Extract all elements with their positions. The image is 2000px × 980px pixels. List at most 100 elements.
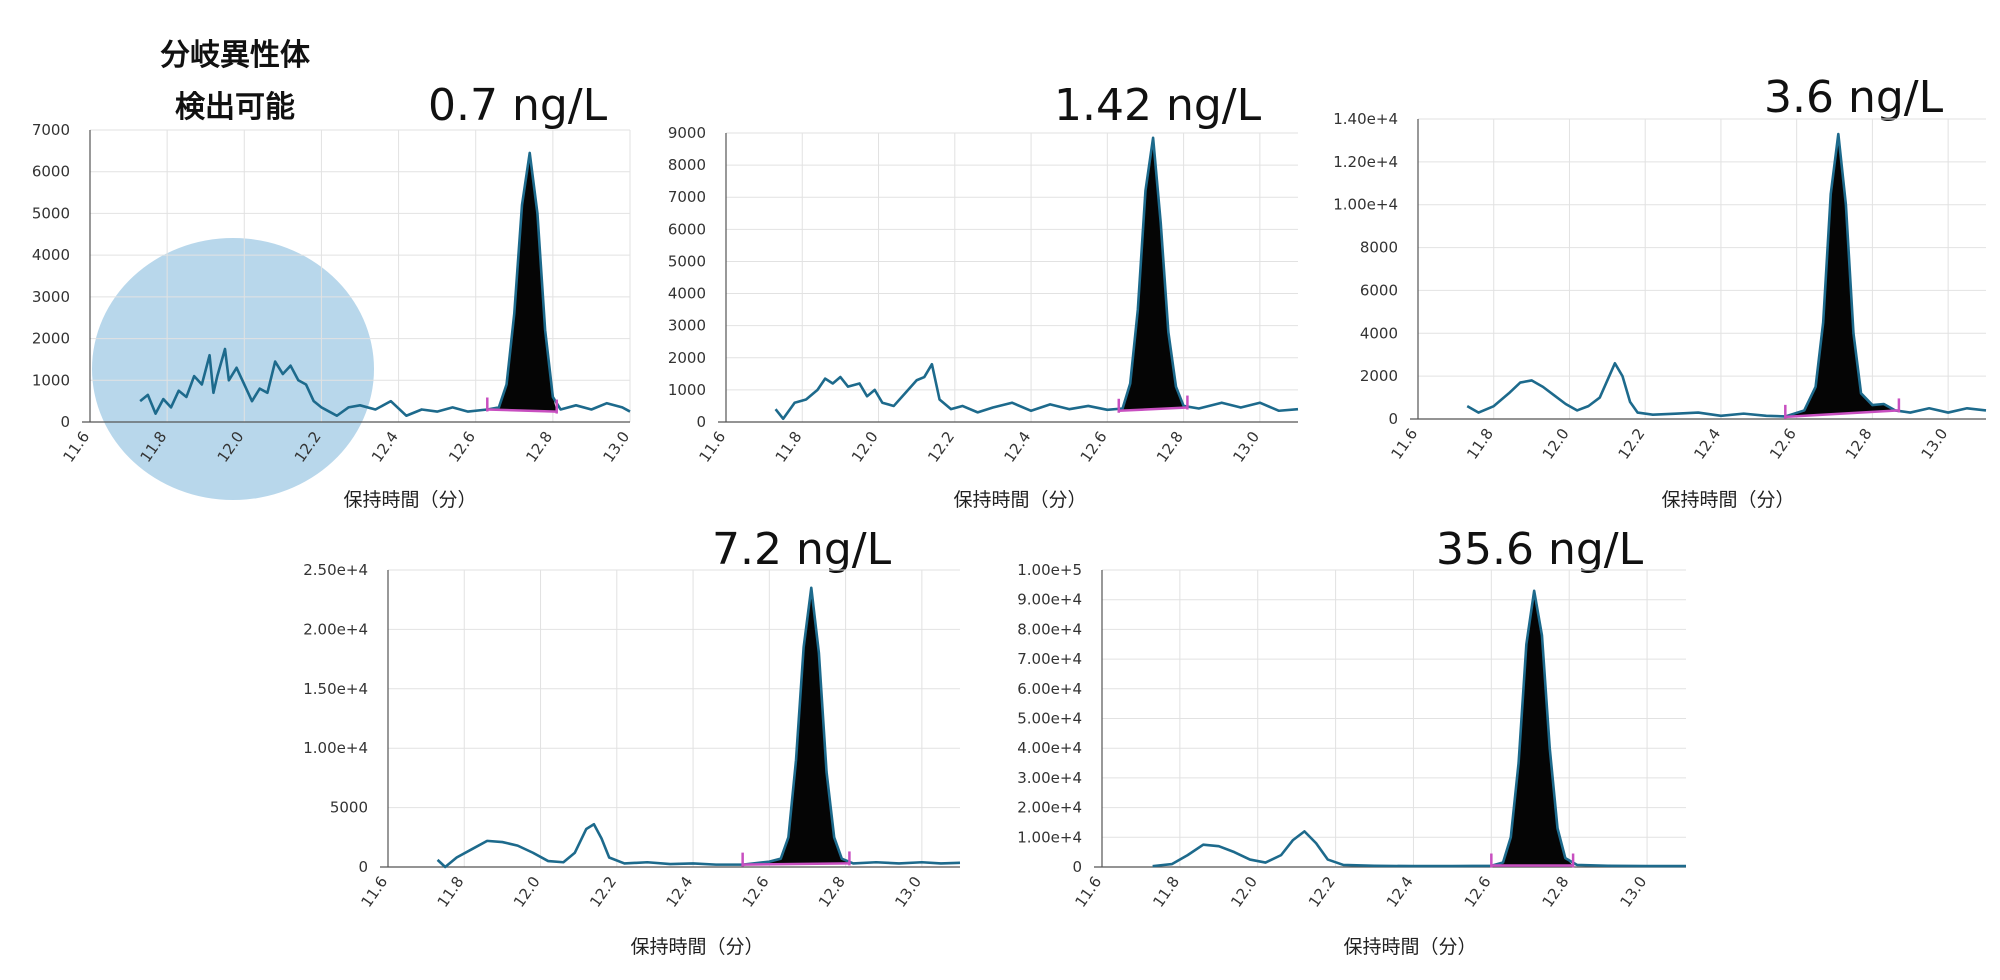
x-tick-label: 12.6 (1461, 873, 1495, 911)
x-tick-label: 11.6 (695, 428, 729, 466)
x-tick-label: 12.2 (586, 873, 620, 911)
chromatogram-trace (774, 136, 1299, 421)
y-tick-label: 6000 (1360, 281, 1398, 299)
y-tick-label: 8000 (668, 156, 706, 174)
y-tick-label: 5000 (32, 204, 70, 222)
integration-baseline (742, 862, 850, 866)
y-tick-label: 8000 (1360, 239, 1398, 257)
x-tick-label: 13.0 (1616, 873, 1650, 911)
peak-area (1491, 590, 1574, 866)
chromatogram-trace (1466, 132, 1987, 418)
x-tick-label: 12.4 (368, 428, 402, 466)
x-tick-label: 12.2 (1615, 425, 1649, 463)
chart-3: 0 2000 4000 6000 8000 1.00e+4 1.20e+4 1.40e+4 11… (1333, 110, 1987, 463)
x-tick-label: 12.4 (1383, 873, 1417, 911)
y-tick-label: 3000 (668, 317, 706, 335)
x-tick-label: 12.6 (1077, 428, 1111, 466)
y-tick-label: 1.40e+4 (1333, 110, 1398, 128)
x-tick-label: 11.8 (1463, 425, 1497, 463)
y-tick-label: 1.50e+4 (303, 680, 368, 698)
y-tick-label: 6.00e+4 (1017, 680, 1082, 698)
x-tick-label: 13.0 (599, 428, 633, 466)
y-tick-label: 9000 (668, 124, 706, 142)
x-tick-label: 12.8 (522, 428, 556, 466)
x-tick-label: 12.0 (848, 428, 882, 466)
concentration-label-3: 3.6 ng/L (1764, 72, 1944, 123)
peak-area (487, 152, 557, 412)
x-tick-label: 12.6 (1766, 425, 1800, 463)
x-tick-label: 12.8 (1153, 428, 1187, 466)
concentration-label-2: 1.42 ng/L (1054, 80, 1262, 131)
x-axis-label-3: 保持時間（分） (1661, 489, 1795, 511)
y-tick-label: 7000 (32, 121, 70, 139)
isomer-annotation: 分岐異性体 検出可能 (120, 30, 350, 134)
y-tick-label: 9.00e+4 (1017, 591, 1082, 609)
concentration-label-5: 35.6 ng/L (1436, 524, 1644, 575)
x-tick-label: 11.6 (1071, 873, 1105, 911)
concentration-label-1: 0.7 ng/L (428, 80, 608, 131)
x-tick-label: 12.0 (510, 873, 544, 911)
y-tick-label: 2.00e+4 (303, 620, 368, 638)
x-tick-label: 11.8 (1149, 873, 1183, 911)
y-tick-label: 2000 (32, 330, 70, 348)
x-tick-label: 12.6 (445, 428, 479, 466)
x-axis-label-5: 保持時間（分） (1343, 936, 1477, 958)
y-tick-label: 0 (1388, 410, 1398, 428)
x-tick-label: 12.8 (1539, 873, 1573, 911)
integration-baseline (1118, 406, 1188, 413)
y-tick-label: 5.00e+4 (1017, 710, 1082, 728)
y-tick-label: 1.00e+4 (303, 739, 368, 757)
y-tick-label: 6000 (668, 220, 706, 238)
y-tick-label: 0 (358, 858, 368, 876)
y-tick-label: 7.00e+4 (1017, 650, 1082, 668)
y-tick-label: 2.50e+4 (303, 561, 368, 579)
y-tick-label: 4000 (32, 246, 70, 264)
y-tick-label: 5000 (330, 799, 368, 817)
y-tick-label: 5000 (668, 252, 706, 270)
x-tick-label: 12.8 (815, 873, 849, 911)
x-tick-label: 12.8 (1842, 425, 1876, 463)
integration-baseline (487, 408, 557, 413)
y-tick-label: 6000 (32, 163, 70, 181)
y-tick-label: 2000 (1360, 367, 1398, 385)
y-tick-label: 1.20e+4 (1333, 153, 1398, 171)
x-tick-label: 12.2 (1305, 873, 1339, 911)
peak-area (1118, 137, 1188, 411)
y-tick-label: 1.00e+5 (1017, 561, 1082, 579)
y-tick-label: 0 (696, 413, 706, 431)
y-tick-label: 1.00e+4 (1017, 828, 1082, 846)
annotation-line-1: 分岐異性体 (160, 38, 310, 73)
x-tick-label: 13.0 (891, 873, 925, 911)
y-tick-label: 1.00e+4 (1333, 196, 1398, 214)
chromatogram-trace (436, 586, 961, 869)
x-tick-label: 11.8 (772, 428, 806, 466)
y-tick-label: 4000 (1360, 324, 1398, 342)
y-tick-label: 1000 (668, 381, 706, 399)
x-tick-label: 12.0 (1539, 425, 1573, 463)
y-tick-label: 8.00e+4 (1017, 620, 1082, 638)
peak-area (742, 587, 850, 865)
chromatogram-trace (1152, 589, 1686, 868)
y-tick-label: 0 (60, 413, 70, 431)
annotation-line-2: 検出可能 (175, 90, 295, 125)
y-tick-label: 7000 (668, 188, 706, 206)
x-tick-label: 12.4 (1690, 425, 1724, 463)
x-tick-label: 11.6 (1387, 425, 1421, 463)
y-tick-label: 2.00e+4 (1017, 799, 1082, 817)
x-tick-label: 12.0 (1227, 873, 1261, 911)
chart-2: 0 1000 2000 3000 4000 5000 6000 7000 8000 9000 11.… (668, 124, 1299, 466)
y-tick-label: 3000 (32, 288, 70, 306)
chart-5: 0 1.00e+4 2.00e+4 3.00e+4 4.00e+4 5.00e+4 6.00… (1017, 561, 1686, 911)
chart-4: 0 5000 1.00e+4 1.50e+4 2.00e+4 2.50e+4 11.6 11.… (303, 561, 961, 911)
x-tick-label: 11.8 (434, 873, 468, 911)
chromatogram-trace (139, 151, 631, 418)
y-tick-label: 0 (1072, 858, 1082, 876)
x-axis-label-4: 保持時間（分） (630, 936, 764, 958)
y-tick-label: 4000 (668, 285, 706, 303)
x-tick-label: 12.4 (1000, 428, 1034, 466)
x-tick-label: 12.6 (739, 873, 773, 911)
x-tick-label: 11.6 (59, 428, 93, 466)
peak-area (1785, 134, 1899, 417)
